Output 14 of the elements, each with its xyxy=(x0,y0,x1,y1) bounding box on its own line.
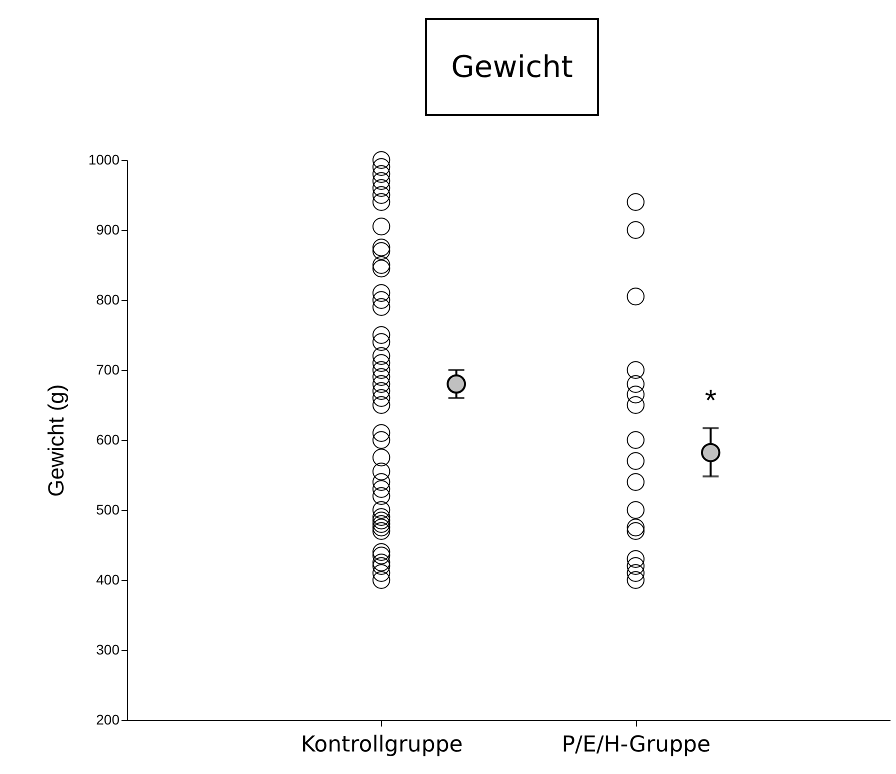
y-tick-label: 700 xyxy=(96,362,120,378)
y-tick-label: 900 xyxy=(96,222,120,238)
y-tick-label: 800 xyxy=(96,292,120,308)
x-tick-label: Kontrollgruppe xyxy=(300,732,463,758)
y-tick-label: 400 xyxy=(96,572,120,588)
y-tick-label: 1000 xyxy=(88,152,120,168)
chart-title: Gewicht xyxy=(425,18,599,116)
y-tick-label: 200 xyxy=(96,712,120,728)
y-axis-title: Gewicht (g) xyxy=(43,384,68,497)
y-tick-label: 500 xyxy=(96,502,120,518)
x-tick-label: P/E/H-Gruppe xyxy=(562,732,711,758)
annotation: * xyxy=(704,384,717,418)
y-tick-label: 600 xyxy=(96,432,120,448)
y-tick-label: 300 xyxy=(96,642,120,658)
